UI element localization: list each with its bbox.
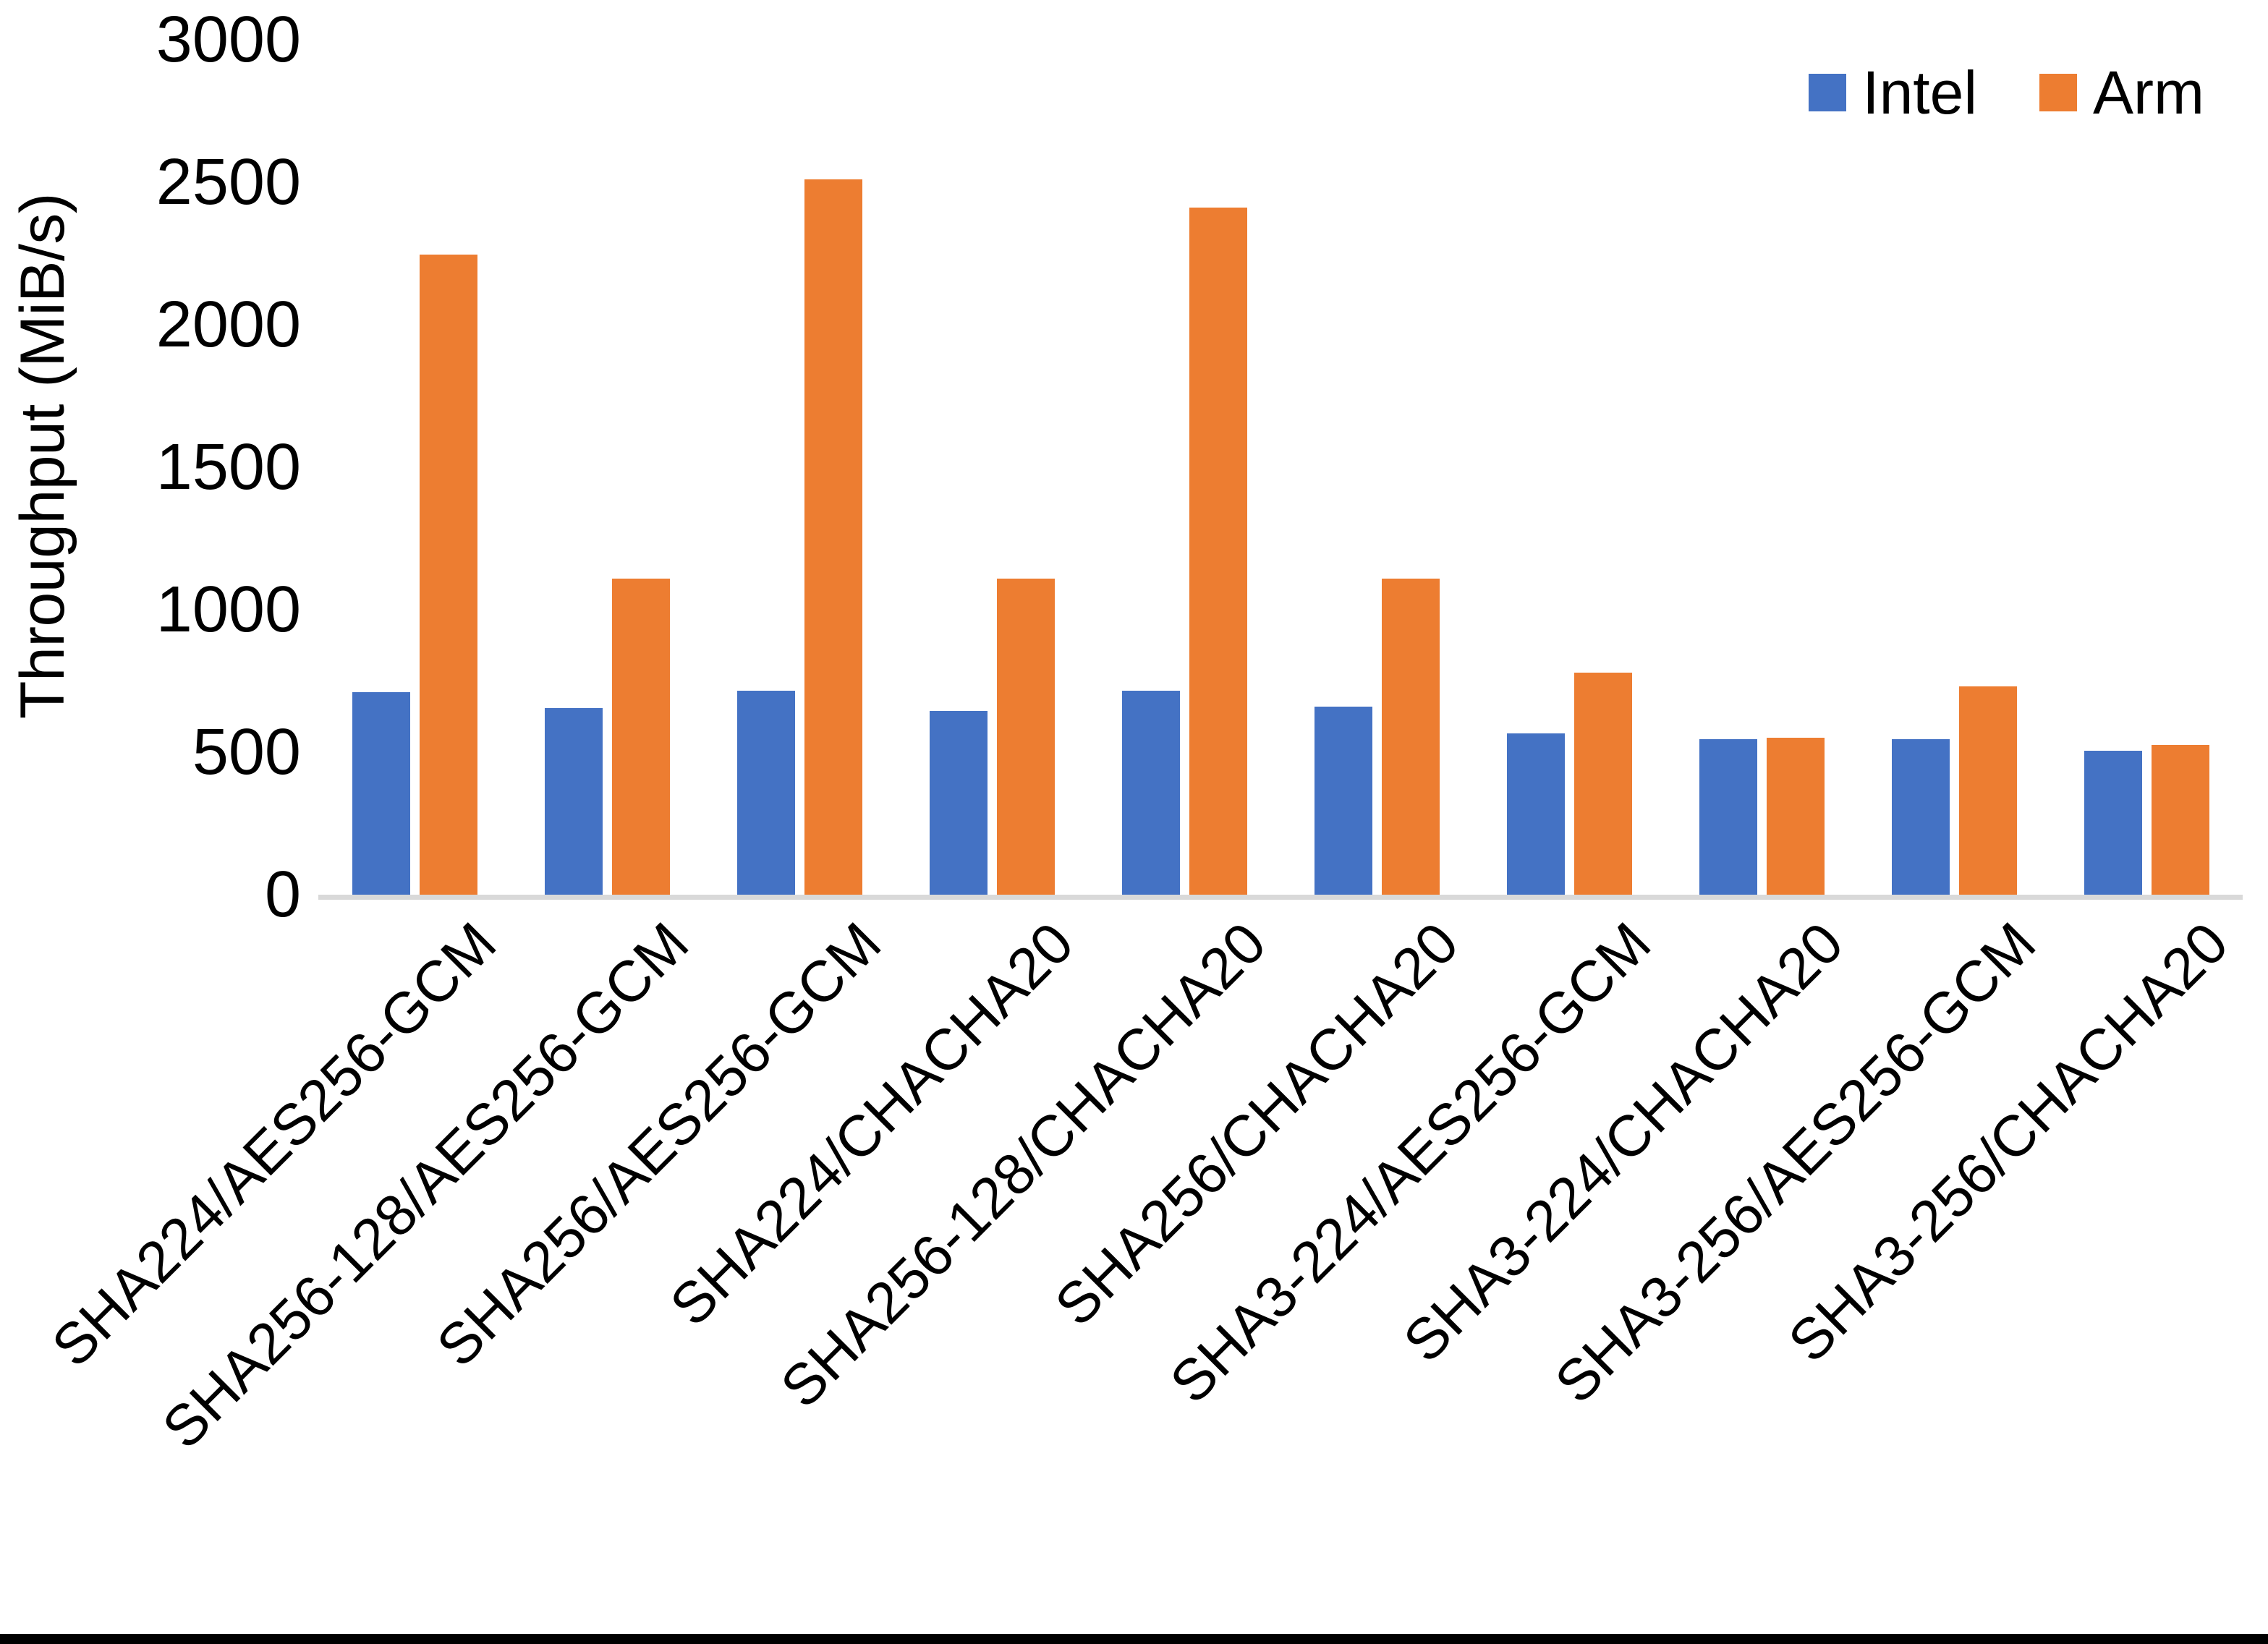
bar-arm-2[interactable] — [611, 578, 670, 895]
bar-group — [1699, 40, 1825, 895]
legend-swatch-icon — [2039, 74, 2078, 111]
bar-intel-1[interactable] — [352, 692, 410, 895]
bar-group — [1121, 40, 1247, 895]
bar-group — [1314, 40, 1440, 895]
bar-group — [736, 40, 862, 895]
bar-group — [1506, 40, 1632, 895]
bar-arm-7[interactable] — [1573, 672, 1632, 895]
bar-group — [352, 40, 477, 895]
x-axis-baseline — [318, 895, 2243, 900]
bar-group — [544, 40, 670, 895]
bar-arm-8[interactable] — [1766, 738, 1825, 895]
bar-arm-9[interactable] — [1958, 686, 2017, 895]
bar-intel-9[interactable] — [1891, 739, 1950, 895]
chart-legend: Intel Arm — [1809, 62, 2204, 123]
y-axis-title-text: Throughput (MiB/s) — [8, 192, 78, 719]
bar-intel-10[interactable] — [2084, 751, 2142, 895]
bar-arm-3[interactable] — [804, 179, 862, 895]
legend-label: Intel — [1862, 59, 1978, 127]
bar-group — [2084, 40, 2209, 895]
y-axis-tick-labels: 3000 2500 2000 1500 1000 500 0 — [69, 0, 301, 940]
y-axis-tick-label: 2500 — [156, 146, 301, 218]
plot-area — [318, 40, 2243, 900]
bar-arm-4[interactable] — [996, 578, 1055, 895]
legend-entry-intel[interactable]: Intel — [1809, 62, 1977, 123]
y-axis-tick-label: 1500 — [156, 431, 301, 503]
y-axis-tick-label: 2000 — [156, 289, 301, 361]
bar-group — [1891, 40, 2017, 895]
bar-intel-6[interactable] — [1314, 706, 1372, 895]
legend-entry-arm[interactable]: Arm — [2039, 62, 2204, 123]
legend-swatch-icon — [1809, 74, 1847, 111]
bar-intel-5[interactable] — [1121, 691, 1180, 895]
y-axis-tick-label: 0 — [264, 859, 301, 931]
bar-arm-1[interactable] — [419, 255, 477, 895]
y-axis-tick-label: 1000 — [156, 574, 301, 646]
bar-arm-10[interactable] — [2151, 745, 2209, 895]
bar-intel-7[interactable] — [1506, 733, 1565, 895]
x-axis-category-labels: SHA224/AES256-GCM SHA256-128/AES256-GCM SH… — [0, 910, 2268, 1564]
bar-group — [929, 40, 1055, 895]
legend-label: Arm — [2093, 59, 2204, 127]
bar-intel-2[interactable] — [544, 707, 603, 895]
y-axis-tick-label: 500 — [192, 716, 301, 788]
bar-intel-4[interactable] — [929, 710, 988, 895]
bar-intel-3[interactable] — [736, 691, 795, 895]
bar-intel-8[interactable] — [1699, 739, 1757, 895]
bar-arm-6[interactable] — [1381, 578, 1440, 895]
bar-arm-5[interactable] — [1189, 208, 1247, 895]
y-axis-tick-label: 3000 — [156, 4, 301, 76]
